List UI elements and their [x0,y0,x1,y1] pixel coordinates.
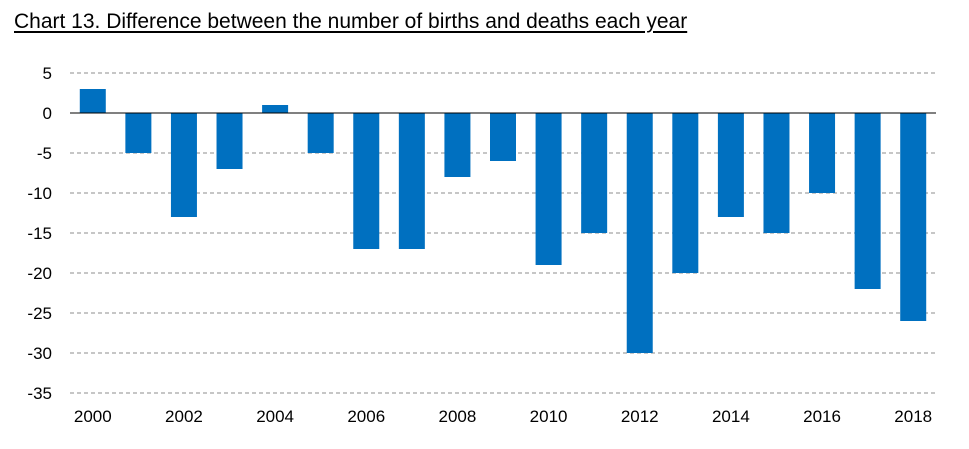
x-tick-label: 2012 [621,407,659,426]
bar-2010 [535,113,562,265]
bars [79,89,927,353]
bar-2012 [626,113,653,353]
bar-2013 [672,113,699,273]
x-tick-label: 2008 [439,407,477,426]
chart-title: Chart 13. Difference between the number … [14,10,688,33]
y-axis-tick-labels: 5 0 -5 -10 -15 -20 -25 -30 -35 [27,64,52,403]
bar-2009 [490,113,516,161]
x-tick-label: 2010 [530,407,568,426]
y-tick-label: 0 [43,104,52,123]
x-tick-label: 2004 [256,407,294,426]
bar-2015 [763,113,790,233]
bar-2014 [717,113,744,217]
y-tick-label: -10 [27,184,52,203]
y-tick-label: -35 [27,384,52,403]
bar-2001 [125,113,152,153]
x-tick-label: 2016 [803,407,841,426]
x-tick-label: 2018 [894,407,932,426]
x-tick-label: 2014 [712,407,750,426]
bar-2017 [854,113,881,289]
bar-2000 [79,89,106,113]
y-tick-label: -20 [27,264,52,283]
x-tick-label: 2000 [74,407,112,426]
y-tick-label: -15 [27,224,52,243]
y-tick-label: 5 [43,64,52,83]
bar-2003 [216,113,243,169]
gridlines [70,72,936,394]
bar-2016 [809,113,836,193]
x-tick-label: 2002 [165,407,203,426]
x-tick-label: 2006 [347,407,385,426]
y-tick-label: -30 [27,344,52,363]
bar-2011 [581,113,608,233]
y-tick-label: -25 [27,304,52,323]
x-axis-tick-labels: 2000 2002 2004 2006 2008 2010 2012 2014 2016 2018 [74,407,932,426]
bar-2006 [353,113,380,249]
bar-2018 [900,113,927,321]
bar-2004 [262,105,289,113]
bar-2007 [398,113,425,249]
bar-2002 [170,113,197,217]
bar-2005 [307,113,334,153]
bar-2008 [444,113,471,177]
y-tick-label: -5 [37,144,52,163]
